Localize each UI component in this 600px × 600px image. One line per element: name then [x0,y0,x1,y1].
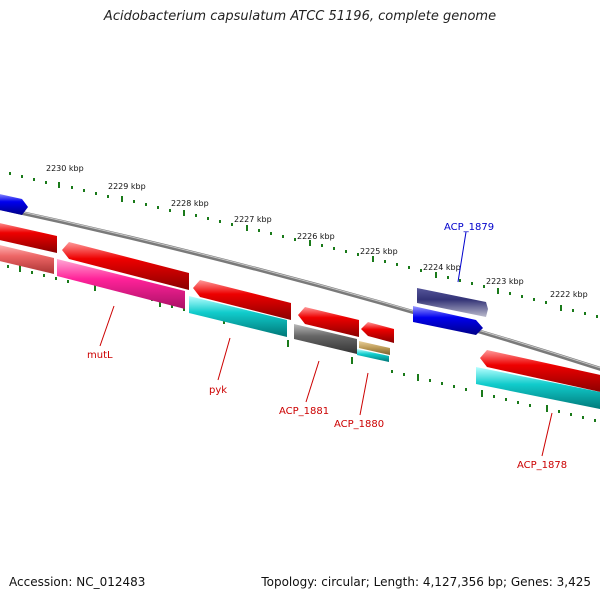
gene-cyan-acp1880[interactable] [357,349,389,362]
genes-value: 3,425 [556,575,591,589]
kbp-label: 2228 kbp [171,199,209,208]
gene-pink-mutl[interactable] [57,259,185,309]
leader-acp1881 [305,360,320,403]
length-value: 4,127,356 bp [422,575,503,589]
gene-label-acp1881: ACP_1881 [279,406,329,417]
label-leaders [99,231,553,457]
gene-cyan-pyk[interactable] [189,296,287,337]
gene-olive-acp1880[interactable] [359,341,390,355]
kbp-label: 2227 kbp [234,215,272,224]
gene-cyan-acp1878[interactable] [476,367,600,410]
gene-red-acp1878-upper[interactable] [480,350,600,393]
footer-accession: Accession: NC_012483 [9,575,145,589]
leader-mutl [99,305,115,347]
gene-red-acp1881-upper[interactable] [298,307,359,337]
footer-summary: Topology: circular; Length: 4,127,356 bp… [261,575,591,589]
gene-gray-acp1881[interactable] [294,324,357,354]
leader-acp1880 [359,372,369,416]
kbp-label: 2229 kbp [108,182,146,191]
kbp-label: 2226 kbp [297,232,335,241]
gene-red-acp1880-upper[interactable] [361,322,394,343]
gene-label-acp1880: ACP_1880 [334,419,384,430]
gene-label-acp1879: ACP_1879 [444,222,494,233]
leader-pyk [217,337,231,381]
kbp-label: 2230 kbp [46,164,84,173]
gene-blue-outer-left[interactable] [0,193,28,215]
gene-red-mutl-upper[interactable] [62,242,189,290]
upper-tick-ruler [9,172,598,318]
gene-label-mutl: mutL [87,350,113,361]
length-label: Length: [373,575,420,589]
accession-label: Accession: [9,575,73,589]
gene-red-pyk-upper[interactable] [193,280,291,320]
lower-tick-ruler [7,265,596,422]
genes-label: Genes: [510,575,553,589]
topology-value: circular [321,575,366,589]
genome-backbone-highlight [0,206,600,369]
leader-acp1879 [457,231,467,283]
page-title: Acidobacterium capsulatum ATCC 51196, co… [103,9,497,24]
kbp-label: 2222 kbp [550,290,588,299]
accession-value: NC_012483 [76,575,146,589]
genome-backbone [0,206,600,371]
kbp-label: 2225 kbp [360,247,398,256]
topology-label: Topology: [261,575,318,589]
gene-red-left[interactable] [0,222,57,253]
gene-label-acp1878: ACP_1878 [517,460,567,471]
kbp-label: 2223 kbp [486,277,524,286]
gene-salmon-left[interactable] [0,244,54,274]
kbp-label: 2224 kbp [423,263,461,272]
leader-acp1878 [541,412,553,457]
gene-navy-acp1879[interactable] [417,288,488,317]
gene-blue-acp1879-lower[interactable] [413,306,483,335]
gene-label-pyk: pyk [209,385,227,396]
